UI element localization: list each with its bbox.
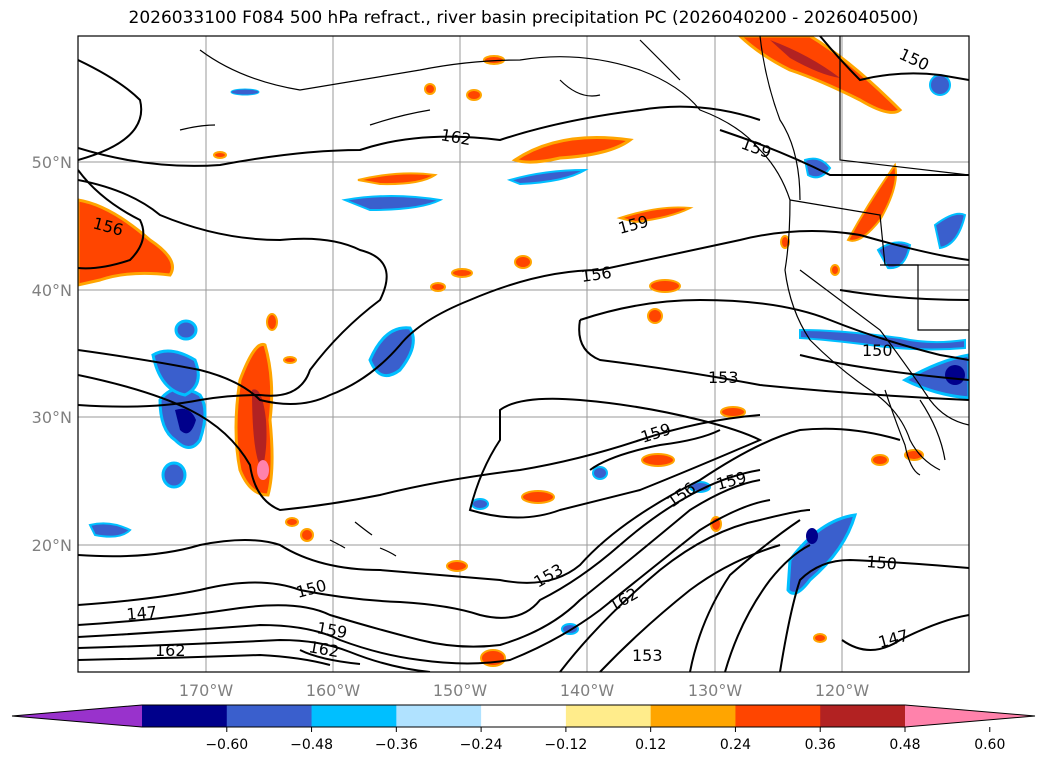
colorbar-segment [735, 705, 821, 727]
colorbar-tick-label: −0.48 [290, 737, 333, 753]
lat-label: 20°N [32, 536, 72, 555]
lon-label: 120°W [815, 681, 870, 700]
contour-label: 153 [632, 646, 663, 665]
colorbar-segment [396, 705, 482, 727]
colorbar-segment [905, 705, 1035, 727]
lat-label: 30°N [32, 408, 72, 427]
precip-positive-areas [78, 36, 924, 667]
lon-label: 130°W [688, 681, 743, 700]
lon-label: 170°W [179, 681, 234, 700]
colorbar-tick-label: −0.24 [460, 737, 503, 753]
colorbar-segment [650, 705, 736, 727]
colorbar-segment [820, 705, 906, 727]
colorbar-segment [142, 705, 228, 727]
colorbar-tick-label: 0.60 [974, 737, 1005, 753]
colorbar: −0.60 −0.48 −0.36 −0.24 −0.12 0.12 0.24 0.36 0.4… [11, 704, 1036, 753]
coastlines [179, 36, 969, 557]
colorbar-tick-label: 0.12 [635, 737, 666, 753]
colorbar-tick-label: 0.48 [889, 737, 920, 753]
colorbar-tick-label: −0.36 [375, 737, 418, 753]
colorbar-segment [481, 705, 567, 727]
lat-label: 50°N [32, 153, 72, 172]
contour-label: 147 [126, 602, 158, 624]
colorbar-segment [565, 705, 652, 727]
lon-label: 160°W [306, 681, 361, 700]
contour-label: 156 [580, 263, 613, 286]
colorbar-outline [11, 704, 1036, 728]
lon-label: 150°W [433, 681, 488, 700]
map-frame [77, 35, 970, 673]
longitude-labels: 170°W 160°W 150°W 140°W 130°W 120°W [179, 681, 870, 700]
lon-label: 140°W [560, 681, 615, 700]
colorbar-segment [12, 705, 142, 727]
contour-label: 162 [155, 641, 186, 660]
map-plot-area: 162 156 159 156 159 153 150 159 156 159 … [78, 36, 969, 672]
colorbar-tick-label: −0.12 [544, 737, 587, 753]
contour-label: 150 [866, 552, 898, 574]
colorbar-tick-label: 0.36 [805, 737, 836, 753]
colorbar-tick-label: 0.24 [720, 737, 751, 753]
lat-label: 40°N [32, 281, 72, 300]
contour-label: 150 [862, 341, 893, 360]
latitude-labels: 50°N 40°N 30°N 20°N [32, 153, 72, 555]
refractivity-contours [78, 36, 969, 672]
contour-label: 153 [708, 368, 739, 387]
colorbar-tick-label: −0.60 [205, 737, 248, 753]
colorbar-segment [226, 705, 313, 727]
colorbar-segment [311, 705, 397, 727]
map-title: 2026033100 F084 500 hPa refract., river … [128, 8, 919, 28]
